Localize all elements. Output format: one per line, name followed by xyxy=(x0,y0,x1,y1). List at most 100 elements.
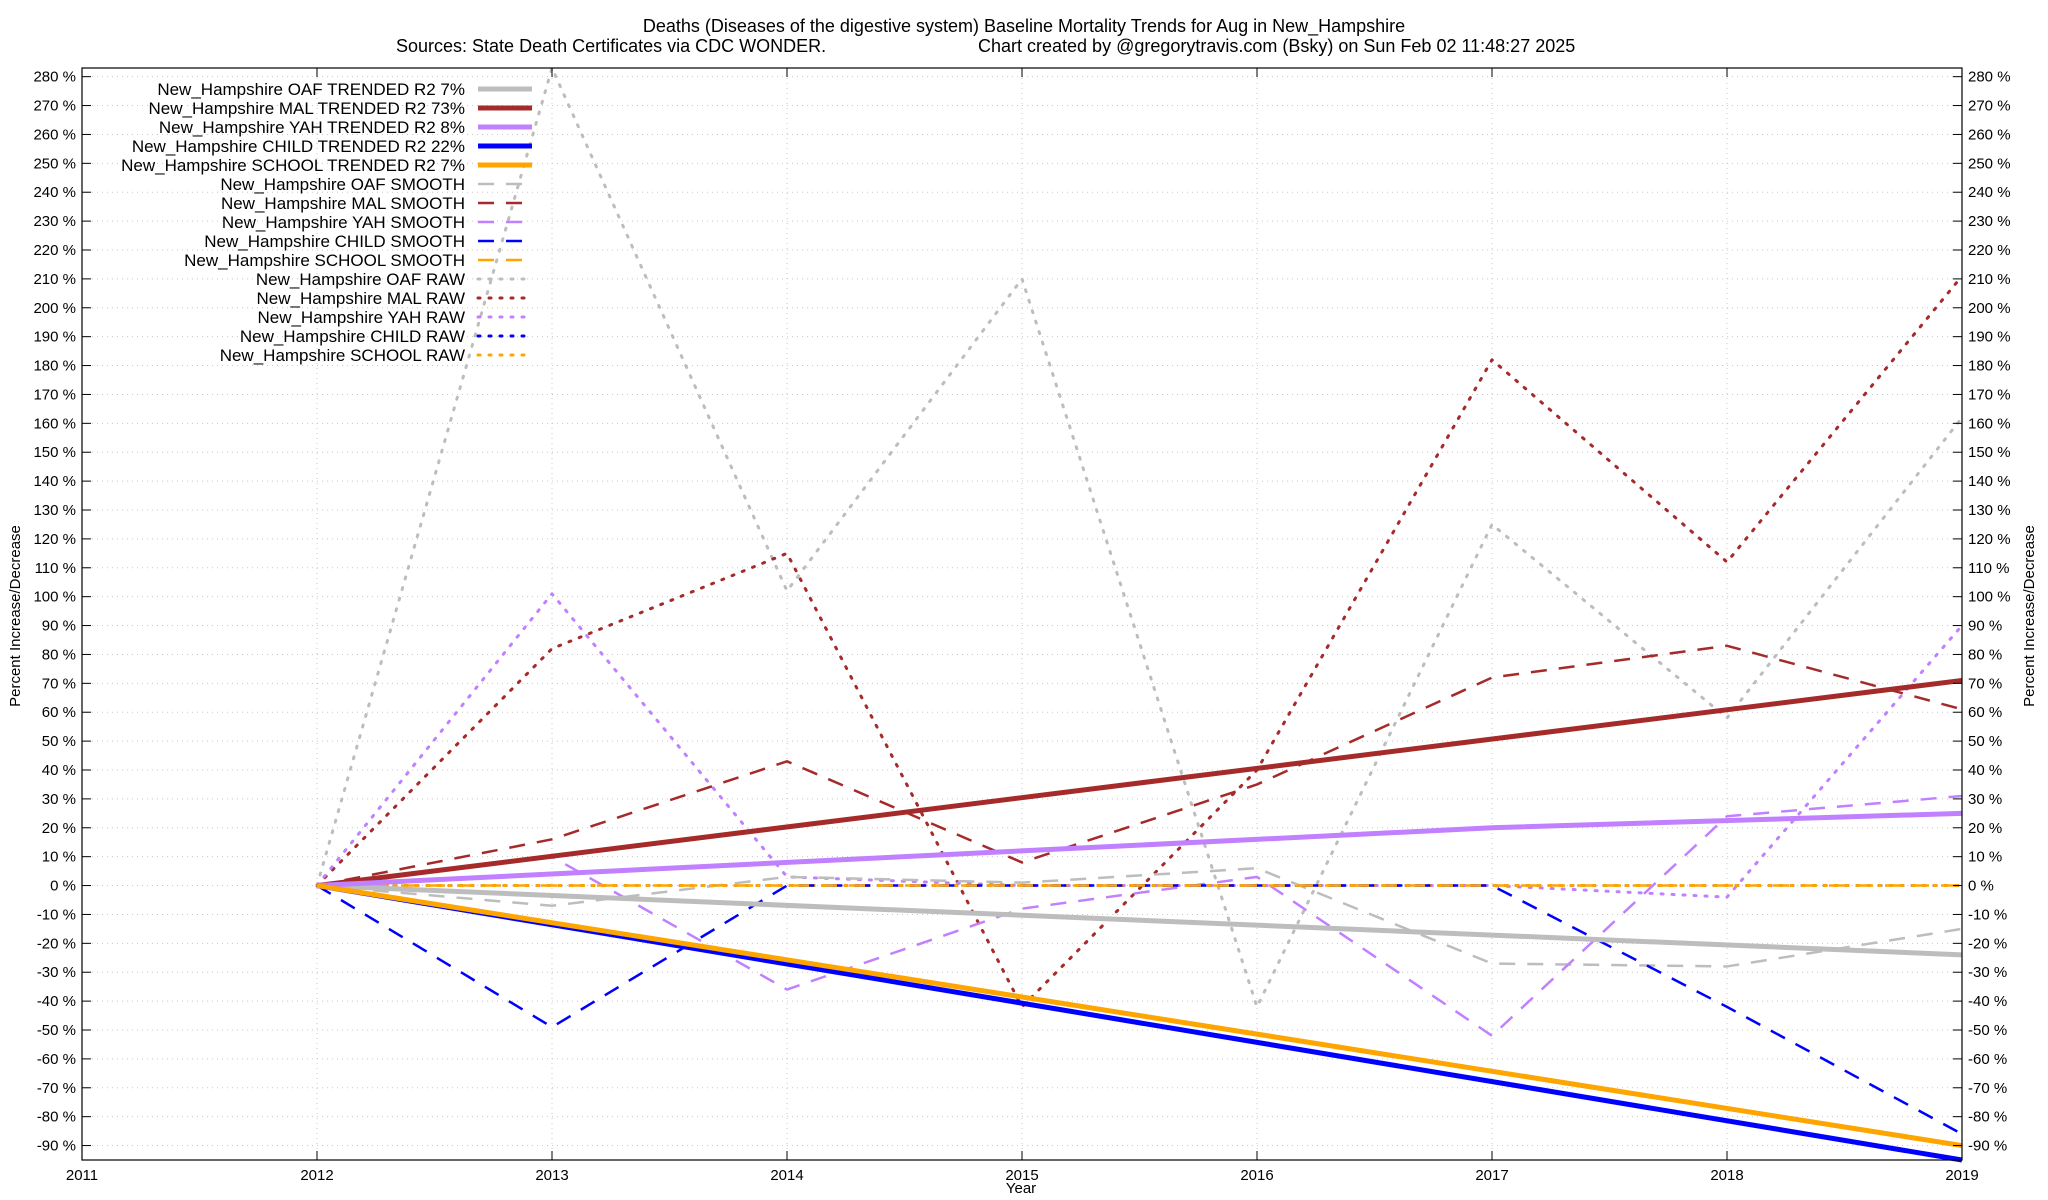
y2-tick-label: 60 % xyxy=(1968,704,2002,721)
y-tick-label: 160 % xyxy=(33,415,76,432)
y2-tick-label: 40 % xyxy=(1968,762,2002,779)
series-line xyxy=(316,883,1963,958)
y-tick-label: -80 % xyxy=(37,1109,76,1126)
x-tick-label: 2018 xyxy=(1710,1167,1743,1184)
axes: -90 % -90 % -80 % -80 % -70 % -70 % -60 % -60 %… xyxy=(33,68,2011,1184)
y2-tick-label: 220 % xyxy=(1968,242,2011,259)
y-tick-label: 80 % xyxy=(42,646,76,663)
legend-entry-label: New_Hampshire SCHOOL TRENDED R2 7% xyxy=(121,156,465,175)
x-tick-label: 2014 xyxy=(770,1167,803,1184)
legend-entry-label: New_Hampshire MAL TRENDED R2 73% xyxy=(149,99,466,118)
y-tick-label: 280 % xyxy=(33,69,76,86)
y-tick-label: 70 % xyxy=(42,675,76,692)
legend-entry-label: New_Hampshire OAF RAW xyxy=(256,270,465,289)
x-tick-label: 2016 xyxy=(1240,1167,1273,1184)
y-tick-label: -20 % xyxy=(37,935,76,952)
y-tick-label: 150 % xyxy=(33,444,76,461)
series-line xyxy=(316,677,1963,889)
x-tick-label: 2012 xyxy=(300,1167,333,1184)
y2-tick-label: 170 % xyxy=(1968,386,2011,403)
y2-tick-label: 150 % xyxy=(1968,444,2011,461)
y-tick-label: 50 % xyxy=(42,733,76,750)
y2-tick-label: -90 % xyxy=(1968,1138,2007,1155)
legend-entry-label: New_Hampshire CHILD RAW xyxy=(240,327,465,346)
y-tick-label: 190 % xyxy=(33,329,76,346)
y2-tick-label: 20 % xyxy=(1968,820,2002,837)
series-line xyxy=(316,883,1963,1149)
y2-tick-label: -10 % xyxy=(1968,906,2007,923)
x-axis-label: Year xyxy=(1006,1180,1036,1197)
y-tick-label: 40 % xyxy=(42,762,76,779)
x-tick-label: 2013 xyxy=(535,1167,568,1184)
legend-entry-label: New_Hampshire CHILD SMOOTH xyxy=(204,232,465,251)
series-line xyxy=(316,794,1963,1038)
y2-tick-label: 50 % xyxy=(1968,733,2002,750)
y2-tick-label: 210 % xyxy=(1968,271,2011,288)
y-tick-label: 140 % xyxy=(33,473,76,490)
legend-entry-label: New_Hampshire YAH TRENDED R2 8% xyxy=(159,118,465,137)
y2-tick-label: 280 % xyxy=(1968,69,2011,86)
y2-tick-label: 180 % xyxy=(1968,358,2011,375)
y-tick-label: 260 % xyxy=(33,126,76,143)
y-tick-label: 180 % xyxy=(33,358,76,375)
legend-entry-label: New_Hampshire OAF SMOOTH xyxy=(220,175,465,194)
series-line xyxy=(315,274,1964,1009)
y-axis-label: Percent Increase/Decrease xyxy=(7,525,24,707)
y-tick-label: -50 % xyxy=(37,1022,76,1039)
y-tick-label: 170 % xyxy=(33,386,76,403)
legend-entry-label: New_Hampshire MAL SMOOTH xyxy=(221,194,465,213)
y2-tick-label: 160 % xyxy=(1968,415,2011,432)
series-line xyxy=(315,592,1964,899)
x-tick-label: 2017 xyxy=(1475,1167,1508,1184)
legend-entry-label: New_Hampshire CHILD TRENDED R2 22% xyxy=(132,137,465,156)
y2-tick-label: -70 % xyxy=(1968,1080,2007,1097)
y-tick-label: 240 % xyxy=(33,184,76,201)
legend-entry-label: New_Hampshire OAF TRENDED R2 7% xyxy=(157,80,465,99)
x-tick-label: 2015 xyxy=(1005,1167,1038,1184)
legend-entry-label: New_Hampshire SCHOOL SMOOTH xyxy=(184,251,465,270)
y-tick-label: -60 % xyxy=(37,1051,76,1068)
y2-axis-label: Percent Increase/Decrease xyxy=(2021,525,2038,707)
y-tick-label: 90 % xyxy=(42,618,76,635)
legend: New_Hampshire OAF TRENDED R2 7%New_Hamps… xyxy=(121,80,534,365)
y2-tick-label: 240 % xyxy=(1968,184,2011,201)
series-line xyxy=(316,644,1963,887)
y2-tick-label: -60 % xyxy=(1968,1051,2007,1068)
y-tick-label: 30 % xyxy=(42,791,76,808)
series-line xyxy=(315,66,1964,1009)
y2-tick-label: -40 % xyxy=(1968,993,2007,1010)
y2-tick-label: 80 % xyxy=(1968,646,2002,663)
y2-tick-label: 190 % xyxy=(1968,329,2011,346)
legend-entry-label: New_Hampshire MAL RAW xyxy=(257,289,465,308)
y-tick-label: -30 % xyxy=(37,964,76,981)
x-tick-label: 2011 xyxy=(66,1167,98,1184)
y2-tick-label: 230 % xyxy=(1968,213,2011,230)
y2-tick-label: 30 % xyxy=(1968,791,2002,808)
y-tick-label: -90 % xyxy=(37,1138,76,1155)
series-group xyxy=(315,66,1964,1163)
y2-tick-label: 140 % xyxy=(1968,473,2011,490)
y2-tick-label: 10 % xyxy=(1968,849,2002,866)
legend-entry-label: New_Hampshire SCHOOL RAW xyxy=(220,346,465,365)
y2-tick-label: -80 % xyxy=(1968,1109,2007,1126)
y-tick-label: 270 % xyxy=(33,98,76,115)
chart-subtitle-credit: Chart created by @gregorytravis.com (Bsk… xyxy=(978,36,1575,56)
y-tick-label: -70 % xyxy=(37,1080,76,1097)
y-tick-label: 250 % xyxy=(33,155,76,172)
y-tick-label: 210 % xyxy=(33,271,76,288)
y-tick-label: 100 % xyxy=(33,589,76,606)
y2-tick-label: 120 % xyxy=(1968,531,2011,548)
chart-title: Deaths (Diseases of the digestive system… xyxy=(643,16,1405,37)
y-tick-label: 110 % xyxy=(35,560,76,577)
y2-tick-label: 110 % xyxy=(1968,560,2009,577)
y2-tick-label: 260 % xyxy=(1968,126,2011,143)
y-tick-label: 20 % xyxy=(42,820,76,837)
y-tick-label: 200 % xyxy=(33,300,76,317)
y-tick-label: 0 % xyxy=(50,878,76,895)
y2-tick-label: 200 % xyxy=(1968,300,2011,317)
y-tick-label: 230 % xyxy=(33,213,76,230)
y2-tick-label: 0 % xyxy=(1968,878,1994,895)
chart-subtitle-sources: Sources: State Death Certificates via CD… xyxy=(396,36,826,56)
legend-entry-label: New_Hampshire YAH RAW xyxy=(257,308,465,327)
